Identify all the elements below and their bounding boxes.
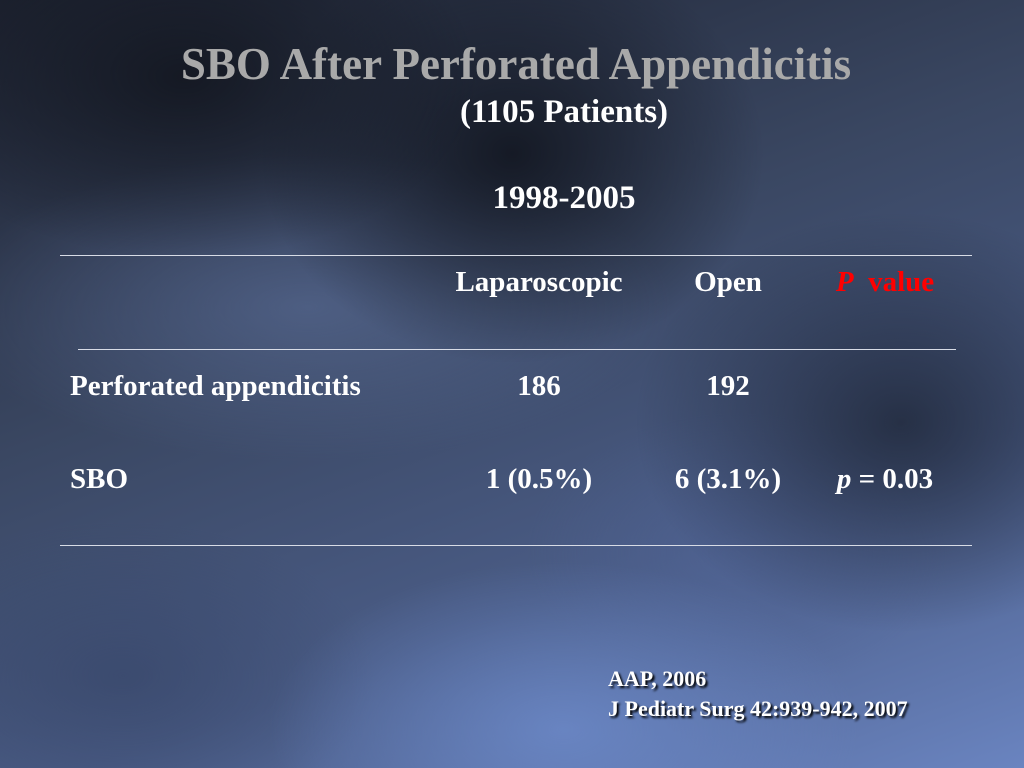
cell-sbo-p-value: p = 0.03 — [810, 463, 960, 496]
cell-sbo-laparoscopic: 1 (0.5%) — [485, 463, 593, 495]
row-label-perforated: Perforated appendicitis — [70, 370, 361, 402]
cell-perforated-open: 192 — [706, 370, 750, 402]
citation-line-2: J Pediatr Surg 42:939-942, 2007 — [608, 696, 908, 721]
sbo-p-text: = 0.03 — [851, 463, 934, 495]
table-top-rule — [60, 255, 972, 256]
table-header-rule — [78, 349, 956, 350]
table-bottom-rule — [60, 545, 972, 546]
header-laparoscopic: Laparoscopic — [455, 266, 623, 298]
cell-perforated-laparoscopic: 186 — [517, 370, 561, 402]
header-p-symbol: P — [835, 266, 854, 298]
row-label-sbo: SBO — [70, 463, 129, 495]
slide-title: SBO After Perforated Appendicitis — [180, 39, 852, 89]
cell-sbo-open: 6 (3.1%) — [674, 463, 782, 495]
header-value-word: value — [868, 266, 935, 298]
year-range: 1998-2005 — [492, 180, 636, 216]
slide-subtitle: (1105 Patients) — [459, 94, 669, 130]
citation-line-1: AAP, 2006 — [608, 666, 707, 691]
header-open: Open — [694, 266, 762, 298]
header-p-value: P value — [810, 266, 960, 299]
sbo-p-symbol: p — [836, 463, 852, 495]
citation: AAP, 2006 J Pediatr Surg 42:939-942, 200… — [608, 664, 908, 724]
